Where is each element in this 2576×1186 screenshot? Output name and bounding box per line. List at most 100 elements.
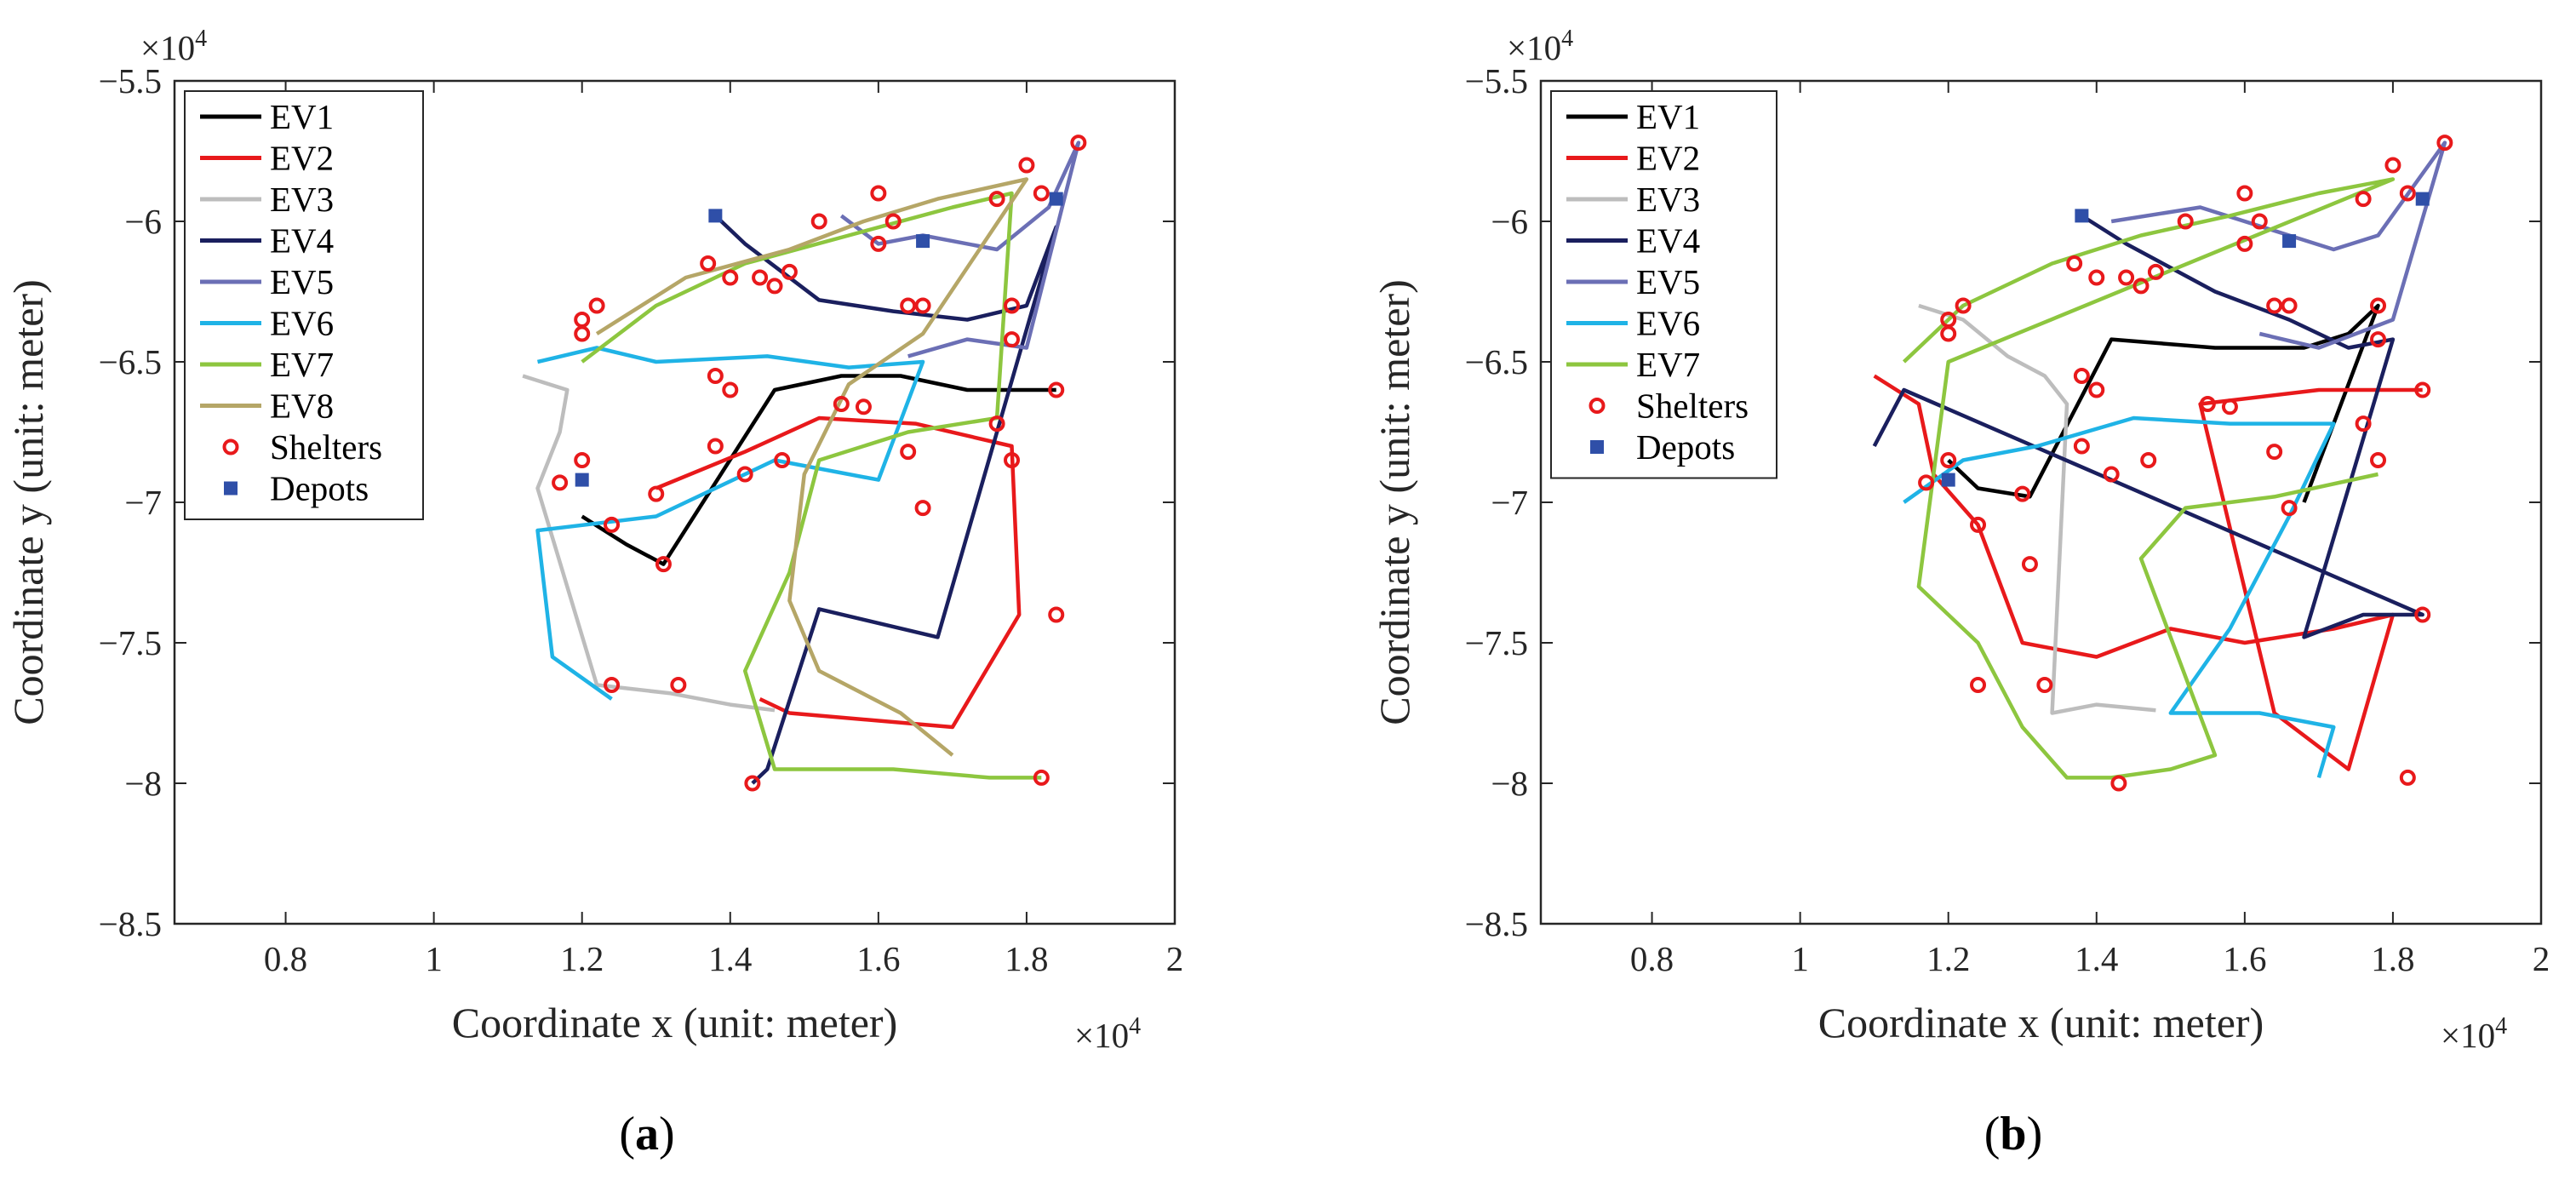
shelter-marker bbox=[2118, 269, 2135, 286]
legend-label: EV4 bbox=[270, 221, 334, 261]
y-tick-label: −7 bbox=[1491, 483, 1528, 522]
legend-label: EV2 bbox=[270, 139, 334, 178]
x-tick-label: 1 bbox=[425, 939, 443, 978]
shelter-marker bbox=[2066, 255, 2083, 272]
shelter-marker bbox=[1033, 769, 1050, 786]
series-line-ev6 bbox=[1903, 415, 2336, 779]
y-axis-label: Coordinate y (unit: meter) bbox=[4, 279, 52, 725]
legend-swatch-depots bbox=[224, 481, 238, 496]
y-axis-label: Coordinate y (unit: meter) bbox=[1371, 279, 1418, 725]
x-exponent-label: ×104 bbox=[1074, 1013, 1141, 1055]
shelter-marker bbox=[914, 500, 931, 517]
series-line-ev3 bbox=[1918, 303, 2156, 715]
shelter-marker bbox=[810, 213, 827, 230]
shelter-marker bbox=[722, 381, 739, 398]
x-tick-label: 1.4 bbox=[2075, 939, 2118, 978]
shelter-marker bbox=[900, 297, 917, 314]
shelter-marker bbox=[2036, 677, 2053, 693]
depot-marker bbox=[575, 473, 589, 487]
caption-close-paren: ) bbox=[659, 1108, 675, 1160]
y-tick-label: −6 bbox=[1491, 202, 1528, 241]
legend-label: EV7 bbox=[1636, 345, 1700, 384]
legend-swatch-shelters bbox=[1589, 398, 1606, 414]
x-axis-label: Coordinate x (unit: meter) bbox=[452, 999, 897, 1046]
shelter-marker bbox=[914, 297, 931, 314]
y-tick-label: −8 bbox=[1491, 764, 1528, 803]
shelter-marker bbox=[988, 191, 1005, 208]
series-line-ev6 bbox=[535, 346, 925, 701]
legend-label: EV7 bbox=[270, 345, 334, 384]
legend-label: EV6 bbox=[1636, 304, 1700, 343]
shelter-marker bbox=[2399, 185, 2416, 202]
panel-caption: (a) bbox=[619, 1108, 674, 1160]
depot-marker bbox=[2075, 209, 2089, 223]
y-tick-label: −8.5 bbox=[99, 904, 162, 943]
legend-label: Depots bbox=[270, 469, 369, 508]
shelter-marker bbox=[1970, 516, 1987, 533]
legend-label: EV1 bbox=[270, 97, 334, 136]
shelter-marker bbox=[1955, 297, 1972, 314]
series-line-ev1 bbox=[1947, 303, 2380, 503]
legend-label: EV3 bbox=[270, 180, 334, 219]
legend-label: EV1 bbox=[1636, 97, 1700, 136]
shelter-marker bbox=[855, 398, 872, 415]
y-tick-label: −7.5 bbox=[99, 623, 162, 662]
shelter-marker bbox=[2236, 185, 2253, 202]
series-line-ev7 bbox=[1902, 177, 2396, 780]
shelter-marker bbox=[670, 677, 687, 693]
shelter-marker bbox=[2088, 269, 2105, 286]
series-line-ev2 bbox=[655, 415, 1022, 730]
shelter-marker bbox=[2414, 606, 2431, 623]
shelter-marker bbox=[707, 368, 724, 384]
legend-label: Shelters bbox=[1636, 387, 1749, 426]
shelter-marker bbox=[736, 466, 753, 483]
shelter-marker bbox=[655, 556, 672, 573]
shelter-marker bbox=[574, 325, 591, 342]
shelter-marker bbox=[1048, 606, 1065, 623]
shelter-marker bbox=[774, 452, 791, 468]
shelter-marker bbox=[1048, 381, 1065, 398]
y-tick-label: −6.5 bbox=[99, 342, 162, 381]
shelter-marker bbox=[1970, 677, 1987, 693]
caption-close-paren: ) bbox=[2027, 1108, 2043, 1160]
y-exponent-power: 4 bbox=[195, 26, 207, 52]
chart-panel-a: 0.8 1 1.2 1.4 1.6 1.8 2 −5.5 −6 −6.5 −7 −7.5 −8 −8.5 ×… bbox=[4, 26, 1183, 1160]
x-tick-label: 1.2 bbox=[560, 939, 604, 978]
shelter-marker bbox=[604, 516, 621, 533]
x-tick-label: 2 bbox=[2533, 939, 2550, 978]
x-exponent-power: 4 bbox=[2495, 1013, 2507, 1040]
caption-open-paren: ( bbox=[1984, 1108, 2001, 1160]
y-exponent-label: ×104 bbox=[1507, 26, 1573, 67]
legend-swatch-shelters bbox=[222, 438, 239, 455]
shelter-marker bbox=[1918, 474, 1935, 491]
y-tick-label: −8 bbox=[124, 764, 162, 803]
shelter-marker bbox=[588, 297, 605, 314]
shelter-marker bbox=[604, 677, 621, 693]
shelter-marker bbox=[1004, 331, 1021, 348]
shelter-marker bbox=[2281, 297, 2298, 314]
y-tick-label: −7.5 bbox=[1465, 623, 1528, 662]
y-tick-label: −5.5 bbox=[99, 61, 162, 100]
caption-open-paren: ( bbox=[619, 1108, 635, 1160]
series-line-ev3 bbox=[522, 374, 776, 713]
shelter-marker bbox=[2399, 769, 2416, 786]
shelter-marker bbox=[870, 235, 887, 252]
shelter-marker bbox=[2014, 485, 2031, 502]
y-tick-label: −5.5 bbox=[1465, 61, 1528, 100]
shelter-marker bbox=[700, 255, 717, 272]
x-tick-label: 1.6 bbox=[2223, 939, 2266, 978]
shelter-marker bbox=[552, 474, 569, 491]
caption-letter: a bbox=[635, 1108, 659, 1160]
depot-marker bbox=[916, 234, 930, 249]
legend-label: Shelters bbox=[270, 427, 382, 467]
x-tick-label: 1.2 bbox=[1926, 939, 1970, 978]
depot-marker bbox=[1049, 192, 1063, 206]
shelter-marker bbox=[2110, 775, 2127, 792]
shelter-marker bbox=[1940, 325, 1957, 342]
x-tick-label: 1.8 bbox=[1005, 939, 1048, 978]
y-tick-label: −6.5 bbox=[1465, 342, 1528, 381]
shelter-marker bbox=[1018, 157, 1035, 174]
legend-label: EV5 bbox=[1636, 262, 1700, 301]
x-tick-label: 2 bbox=[1166, 939, 1184, 978]
